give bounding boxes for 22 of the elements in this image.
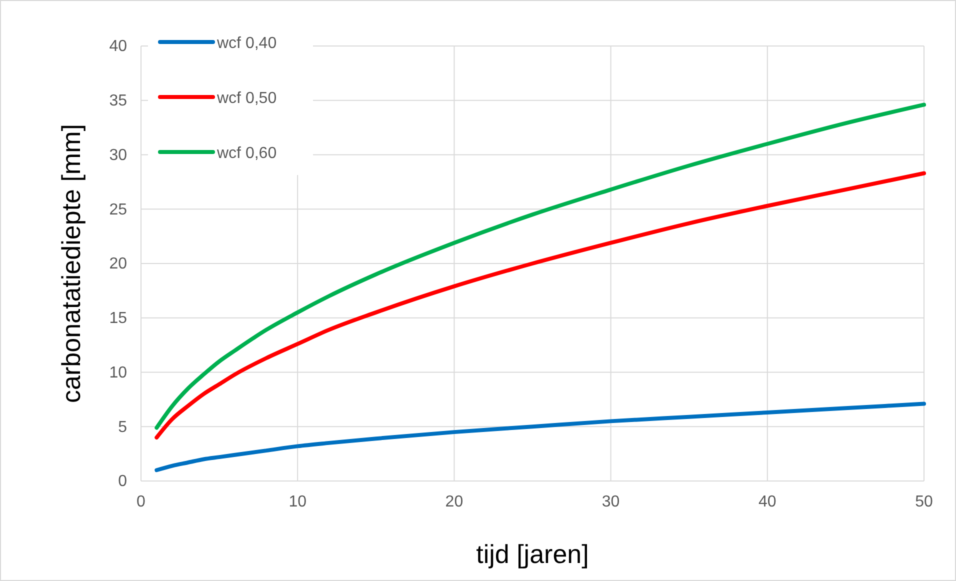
x-tick-label: 50: [915, 493, 933, 510]
x-axis-title: tijd [jaren]: [476, 539, 589, 569]
line-series: [154, 171, 926, 440]
x-tick-label: 30: [602, 493, 620, 510]
line-series: [154, 402, 926, 472]
x-tick-label: 40: [758, 493, 776, 510]
y-axis-title: carbonatatiediepte [mm]: [56, 124, 86, 403]
y-tick-label: 30: [109, 146, 128, 164]
y-tick-label: 15: [109, 310, 128, 327]
x-tick-label: 10: [288, 493, 307, 510]
legend-label: wcf 0,40: [216, 35, 277, 52]
y-tick-label: 40: [109, 38, 128, 56]
legend-label: wcf 0,50: [216, 90, 277, 107]
legend-label: wcf 0,60: [216, 145, 277, 162]
y-tick-label: 20: [109, 256, 128, 273]
y-tick-label: 5: [118, 418, 128, 436]
y-tick-label: 0: [118, 473, 128, 490]
x-tick-label: 0: [136, 493, 146, 510]
x-tick-label: 20: [445, 493, 464, 510]
y-tick-label: 35: [109, 92, 128, 110]
y-tick-label: 10: [109, 364, 128, 382]
y-tick-label: 25: [109, 201, 128, 218]
